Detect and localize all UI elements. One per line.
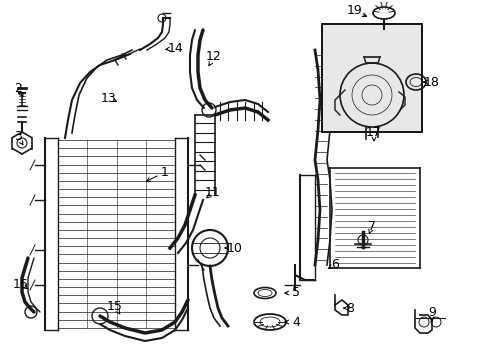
Bar [321, 24, 421, 132]
Text: 12: 12 [206, 50, 222, 63]
Text: 15: 15 [107, 301, 122, 314]
Text: 16: 16 [13, 278, 29, 291]
Text: 5: 5 [291, 287, 299, 300]
Text: 19: 19 [346, 4, 362, 18]
Text: 1: 1 [161, 166, 168, 179]
Text: 8: 8 [346, 302, 353, 315]
Text: 7: 7 [367, 220, 375, 233]
Text: 2: 2 [14, 81, 22, 94]
Text: 11: 11 [204, 186, 221, 199]
Text: 6: 6 [330, 258, 338, 271]
Text: 17: 17 [366, 126, 381, 139]
Text: 3: 3 [14, 130, 22, 144]
Text: 9: 9 [427, 306, 435, 319]
Text: 13: 13 [101, 91, 117, 104]
Text: 10: 10 [226, 242, 243, 255]
Text: 4: 4 [291, 315, 299, 328]
Text: 14: 14 [168, 41, 183, 54]
Text: 18: 18 [423, 76, 439, 89]
